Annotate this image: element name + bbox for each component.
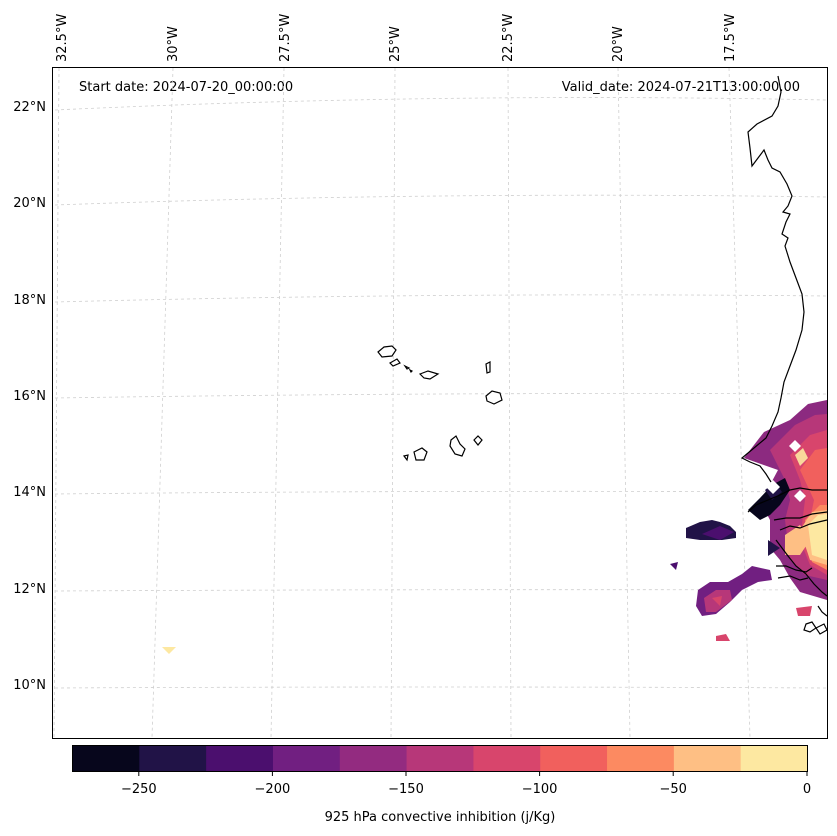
lon-label: 32.5°W [55,14,70,62]
colorbar-tick-label: −200 [255,782,291,797]
lat-label: 20°N [13,196,46,211]
colorbar-tick-label: −50 [659,782,686,797]
map-gridlines [53,67,828,739]
colorbar-tick-label: 0 [803,782,811,797]
map-frame [52,67,828,739]
west-africa-coastline [740,75,828,635]
colorbar-cell [673,745,742,772]
lon-label: 22.5°W [501,14,516,62]
lon-label: 30°W [166,26,181,62]
lat-label: 22°N [13,100,46,115]
colorbar-ticks [138,772,808,776]
lat-label: 12°N [13,582,46,597]
valid-date-label: Valid_date: 2024-07-21T13:00:00.00 [562,80,800,95]
colorbar-cell [607,745,675,772]
colorbar-cell [139,745,207,772]
colorbar-cell [406,745,474,772]
colorbar-cell [272,745,341,772]
cape-verde-islands [377,345,503,462]
latitude-labels: 22°N 20°N 18°N 16°N 14°N 12°N 10°N [13,100,46,693]
longitude-labels: 32.5°W 30°W 27.5°W 25°W 22.5°W 20°W 17.5… [55,14,738,62]
cin-shading [162,400,827,654]
lon-label: 17.5°W [723,14,738,62]
lon-label: 27.5°W [278,14,293,62]
colorbar-cell [206,745,274,772]
colorbar: −250 −200 −150 −100 −50 0 925 hPa convec… [72,745,811,825]
colorbar-cell [72,745,140,772]
colorbar-tick-label: −250 [121,782,157,797]
lat-label: 18°N [13,293,46,308]
lat-label: 14°N [13,485,46,500]
colorbar-cell [540,745,608,772]
start-date-label: Start date: 2024-07-20_00:00:00 [79,80,293,95]
lon-label: 20°W [611,26,626,62]
lat-label: 16°N [13,389,46,404]
colorbar-tick-label: −100 [522,782,558,797]
colorbar-label: 925 hPa convective inhibition (j/Kg) [325,810,556,825]
colorbar-frame [72,745,808,772]
colorbar-tick-label: −150 [388,782,424,797]
lat-label: 10°N [13,678,46,693]
colorbar-cell [473,745,541,772]
lon-label: 25°W [388,26,403,62]
colorbar-cell [740,745,808,772]
colorbar-cell [339,745,408,772]
